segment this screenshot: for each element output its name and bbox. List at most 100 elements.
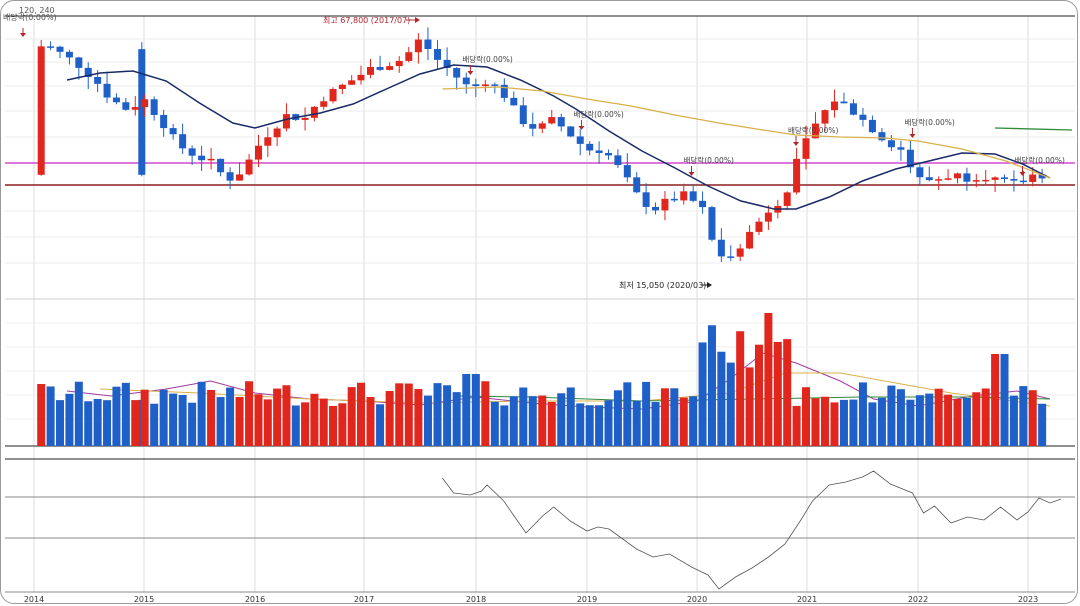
volume-bar [376, 404, 385, 446]
volume-ma-gold [99, 372, 1051, 407]
volume-bar [178, 395, 187, 446]
candle-body [1029, 174, 1037, 182]
volume-bar [792, 405, 801, 446]
volume-bar [169, 393, 178, 446]
volume-bar [500, 405, 509, 446]
volume-bar [623, 382, 632, 446]
candle-body [169, 128, 177, 135]
candle-body [329, 88, 337, 102]
candle-body [207, 158, 215, 161]
candle-body [783, 192, 791, 206]
candle-body [188, 148, 196, 156]
volume-bar [245, 381, 254, 446]
volume-bar [490, 401, 499, 446]
candle-body [802, 138, 810, 159]
volume-bar [651, 402, 660, 446]
volume-bar [121, 382, 130, 446]
volume-bar [1019, 386, 1028, 446]
candle-body [150, 99, 158, 115]
candle-body [376, 67, 384, 70]
volume-bar [423, 395, 432, 446]
volume-bar [131, 400, 140, 446]
volume-bar [754, 344, 763, 446]
volume-bar [642, 381, 651, 446]
candle-body [689, 191, 697, 201]
volume-bar [509, 396, 518, 446]
dividend-arrow [1019, 172, 1026, 176]
volume-bar [972, 392, 981, 446]
candle-body [131, 107, 139, 110]
year-tick-label: 2015 [134, 595, 154, 604]
dividend-marks: 배당락(0.00%) 배당락(0.00%) 배당락(0.00%) 배당락(0.00%)… [20, 28, 1065, 176]
candle-body [557, 117, 565, 127]
candle-body [670, 198, 678, 201]
grid [5, 16, 1075, 592]
volume-bar [576, 403, 585, 446]
volume-bar [868, 402, 877, 446]
volume-bar [207, 389, 216, 446]
volume-bar [689, 396, 698, 446]
candle-body [830, 101, 838, 111]
volume-bar [839, 399, 848, 446]
volume-bar [310, 393, 319, 446]
volume-bar [707, 325, 716, 446]
candle-body [859, 114, 867, 120]
candle-body [586, 143, 594, 151]
candle-body [47, 46, 55, 48]
candle-body [273, 128, 281, 138]
volume-bar [670, 388, 679, 446]
volume-bar [660, 388, 669, 446]
volume-bar [1038, 403, 1047, 446]
volume-bar [698, 342, 707, 446]
volume-bar [263, 399, 272, 446]
volume-bar [404, 383, 413, 446]
volume-bar [254, 394, 263, 446]
candle-body [198, 155, 206, 161]
volume-bar [745, 367, 754, 446]
candle-body [953, 173, 961, 179]
candle-body [567, 126, 575, 137]
volume-bar [433, 383, 442, 446]
candle-body [991, 177, 999, 180]
volume-bar [962, 398, 971, 446]
candle-body [160, 114, 168, 129]
dividend-arrow [793, 142, 799, 146]
candle-body [94, 76, 102, 84]
candle-body [472, 84, 480, 87]
candle-body [538, 123, 546, 129]
low-annotation: 최저 15,050 (2020/03) [619, 280, 712, 290]
volume-bar [282, 385, 291, 446]
volume-bar [347, 387, 356, 446]
volume-bar [366, 397, 375, 446]
volume-bar [585, 405, 594, 446]
candle-body [301, 117, 309, 120]
candle-body [529, 124, 537, 129]
candle-body [236, 174, 244, 181]
volume-bar [557, 393, 566, 446]
candle-body [338, 84, 346, 89]
candle-body [840, 101, 848, 104]
low-label: 최저 15,050 (2020/03) [619, 280, 706, 290]
candle-body [112, 97, 120, 103]
high-label: 최고 67,800 (2017/07) [323, 15, 410, 25]
candle-body [65, 51, 73, 58]
year-tick-label: 2016 [245, 595, 265, 604]
candle-body [348, 80, 356, 85]
candle-body [576, 136, 584, 144]
volume-bar [226, 387, 235, 446]
volume-bar [56, 400, 65, 446]
volume-bar [944, 394, 953, 446]
year-tick-label: 2023 [1018, 595, 1038, 604]
candle-body [764, 212, 772, 222]
volume-bar [934, 388, 943, 446]
candle-body [1019, 180, 1027, 183]
candle-body [982, 179, 990, 182]
volume-bar [783, 339, 792, 446]
price-candles [37, 27, 1046, 263]
year-tick-label: 2021 [797, 595, 817, 604]
oscillator [442, 470, 1062, 590]
volume-bar [849, 399, 858, 446]
candle-body [500, 84, 508, 98]
year-tick-label: 2014 [24, 595, 44, 604]
